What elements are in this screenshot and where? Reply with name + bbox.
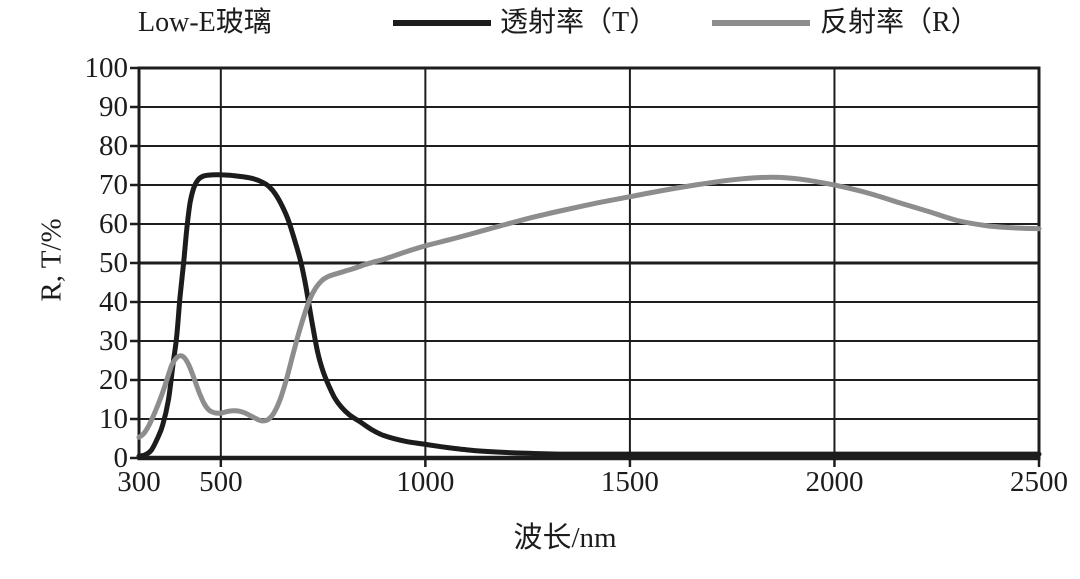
y-tick-label: 90 <box>99 91 128 123</box>
y-tick-label: 30 <box>99 325 128 357</box>
curve-reflectance <box>136 174 1042 440</box>
curve-transmittance <box>136 172 1042 459</box>
y-tick-label: 80 <box>99 130 128 162</box>
y-tick-label: 20 <box>99 364 128 396</box>
legend-label-transmittance: 透射率（T） <box>500 7 658 38</box>
y-tick-label: 100 <box>84 52 129 84</box>
chart-title: Low-E玻璃 <box>138 7 272 38</box>
x-tick-label: 300 <box>117 466 161 498</box>
y-tick-label: 40 <box>99 286 128 318</box>
legend-line-reflectance-icon <box>712 20 810 26</box>
x-tick-label: 500 <box>199 466 243 498</box>
x-tick-label: 1500 <box>600 466 659 498</box>
legend-line-transmittance-icon <box>393 20 491 26</box>
y-tick-label: 50 <box>99 247 128 279</box>
x-axis-title: 波长/nm <box>513 522 617 554</box>
x-tick-label: 2500 <box>1010 466 1068 498</box>
x-tick-label: 2000 <box>805 466 864 498</box>
legend-label-reflectance: 反射率（R） <box>820 7 979 38</box>
y-tick-label: 0 <box>113 442 129 474</box>
y-axis-title: R, T/% <box>35 218 68 302</box>
x-tick-label: 1000 <box>396 466 455 498</box>
y-tick-label: 60 <box>99 208 128 240</box>
y-tick-label: 70 <box>99 169 128 201</box>
y-tick-label: 10 <box>99 403 128 435</box>
